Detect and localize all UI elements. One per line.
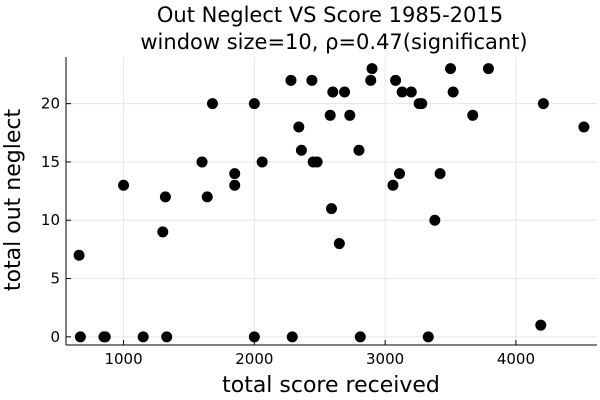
scatter-point [535, 319, 547, 331]
scatter-point [306, 74, 318, 86]
scatter-point [248, 98, 260, 110]
scatter-point [394, 168, 406, 180]
scatter-point [354, 331, 366, 343]
x-tick-label: 2000 [235, 350, 273, 368]
scatter-point [366, 63, 378, 75]
y-tick-label: 5 [50, 270, 60, 288]
x-axis-ticks: 1000 2000 3000 4000 [104, 340, 535, 368]
x-axis-label: total score received [222, 373, 440, 398]
scatter-point [537, 98, 549, 110]
y-axis-ticks: 0 5 10 15 20 [41, 95, 71, 346]
scatter-point [434, 168, 446, 180]
chart-title-line-2: window size=10, ρ=0.47(significant) [140, 30, 527, 54]
scatter-point [201, 191, 213, 203]
y-tick-label: 15 [41, 153, 60, 171]
scatter-point [429, 214, 441, 226]
y-tick-label: 0 [50, 328, 60, 346]
scatter-point [256, 156, 268, 168]
grid-lines [66, 57, 597, 345]
scatter-point [333, 238, 345, 250]
scatter-point [159, 191, 171, 203]
scatter-point [118, 179, 130, 191]
x-tick-label: 1000 [104, 350, 142, 368]
scatter-point [416, 98, 428, 110]
scatter-point [339, 86, 351, 98]
scatter-point [311, 156, 323, 168]
y-tick-label: 10 [41, 211, 60, 229]
scatter-point [327, 86, 339, 98]
scatter-point [326, 203, 337, 215]
y-axis-label: total out neglect [1, 109, 26, 292]
x-tick-label: 4000 [497, 350, 535, 368]
scatter-point [344, 109, 356, 121]
scatter-point [161, 331, 173, 343]
scatter-point [482, 63, 494, 75]
scatter-point [229, 179, 241, 191]
scatter-point [229, 168, 241, 180]
x-tick-label: 3000 [366, 350, 404, 368]
scatter-point [422, 331, 434, 343]
scatter-point [73, 249, 85, 261]
chart-title-line-1: Out Neglect VS Score 1985-2015 [157, 3, 503, 27]
scatter-point [293, 121, 305, 133]
scatter-point [74, 331, 86, 343]
data-points [73, 63, 590, 343]
y-tick-label: 20 [41, 95, 60, 113]
scatter-point [248, 331, 260, 343]
scatter-point [445, 63, 457, 75]
axes [65, 57, 597, 346]
scatter-point [196, 156, 208, 168]
scatter-point [99, 331, 111, 343]
scatter-point [324, 109, 336, 121]
scatter-point [467, 109, 479, 121]
scatter-point [578, 121, 590, 133]
scatter-point [447, 86, 459, 98]
scatter-point [390, 74, 402, 86]
scatter-point [405, 86, 417, 98]
scatter-point [157, 226, 169, 238]
scatter-point [285, 74, 297, 86]
scatter-point [206, 98, 218, 110]
scatter-point [387, 179, 399, 191]
scatter-point [353, 144, 365, 156]
scatter-point [295, 144, 307, 156]
scatter-point [286, 331, 298, 343]
chart-title: Out Neglect VS Score 1985-2015 window si… [140, 3, 527, 54]
scatter-point [137, 331, 149, 343]
scatter-point [365, 74, 377, 86]
scatter-point [396, 86, 408, 98]
